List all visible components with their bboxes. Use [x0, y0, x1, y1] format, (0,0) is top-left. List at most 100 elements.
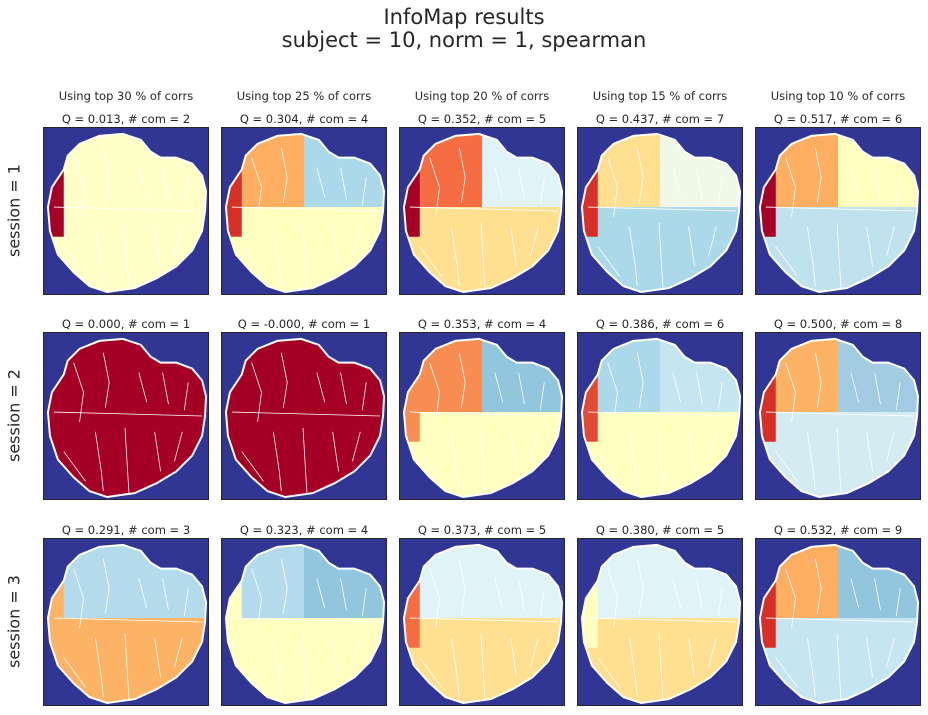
parcel-boundary — [587, 206, 737, 212]
parcel-boundary — [717, 588, 723, 617]
community-region — [47, 578, 64, 648]
parcel-boundary — [587, 617, 737, 623]
parcel-boundary — [174, 431, 183, 462]
parcel-boundary — [597, 451, 620, 482]
parcel-boundary — [530, 431, 539, 462]
community-regions — [403, 133, 563, 293]
community-region — [304, 412, 385, 498]
parcel-boundary — [866, 431, 873, 472]
brain-map-panel — [43, 332, 209, 500]
parcel-boundary — [332, 226, 339, 267]
figure-title-line1: InfoMap results — [383, 5, 545, 29]
parcel-boundary — [480, 427, 486, 494]
parcel-boundary — [272, 637, 282, 698]
panel-title: Q = 0.517, # com = 6 — [773, 112, 903, 126]
parcel-boundary — [102, 352, 110, 409]
brain-map-panel — [399, 538, 565, 706]
parcel-boundary — [361, 177, 367, 206]
brain-outline — [580, 132, 742, 294]
brain-map-svg — [758, 543, 920, 705]
panel-title: Q = 0.380, # com = 5 — [595, 523, 725, 537]
parcel-boundary — [340, 372, 347, 405]
brain-outline — [402, 132, 564, 294]
parcel-boundary — [450, 637, 460, 698]
parcel-boundary — [814, 558, 822, 615]
community-regions — [759, 338, 919, 498]
brain-map-svg — [758, 132, 920, 294]
parcel-boundary — [73, 568, 84, 628]
parcel-boundary — [785, 568, 796, 628]
figure-title-line2: subject = 10, norm = 1, spearman — [281, 28, 647, 52]
panel-title: Q = 0.323, # com = 4 — [239, 523, 369, 537]
parcel-boundary — [658, 427, 664, 494]
brain-map-panel — [221, 538, 387, 706]
parcel-boundary — [419, 246, 442, 277]
parcel-boundary — [785, 157, 796, 217]
parcel-boundary — [429, 157, 440, 217]
parcel-boundary — [628, 431, 638, 492]
parcel-boundary — [886, 431, 895, 462]
parcel-boundary — [429, 362, 440, 422]
parcel-boundary — [174, 226, 183, 257]
parcel-boundary — [607, 362, 618, 422]
parcel-boundary — [316, 167, 326, 198]
brain-outline — [758, 132, 920, 294]
parcel-boundary — [272, 226, 282, 287]
parcel-boundary — [241, 657, 264, 688]
parcel-boundary — [316, 372, 326, 403]
parcel-boundary — [510, 226, 517, 267]
parcel-boundary — [765, 411, 915, 417]
parcel-boundary — [419, 657, 442, 688]
parcel-boundary — [688, 226, 695, 267]
community-regions — [581, 338, 741, 498]
community-region — [225, 167, 242, 237]
community-region — [759, 578, 776, 648]
parcel-boundary — [241, 451, 264, 482]
parcel-boundary — [539, 177, 545, 206]
parcel-boundary — [597, 657, 620, 688]
parcel-boundary — [231, 206, 381, 212]
panel-title: Q = 0.013, # com = 2 — [61, 112, 191, 126]
parcel-boundary — [73, 157, 84, 217]
parcel-boundary — [708, 637, 717, 668]
parcel-boundary — [340, 167, 347, 200]
brain-map-svg — [224, 337, 386, 499]
parcel-boundary — [458, 147, 466, 204]
column-header: Using top 15 % of corrs — [592, 89, 728, 103]
panel-title: Q = 0.437, # com = 7 — [595, 112, 725, 126]
parcel-boundary — [494, 167, 504, 198]
brain-map-panel — [221, 127, 387, 295]
parcel-boundary — [866, 637, 873, 678]
parcel-boundary — [280, 147, 288, 204]
panel-title: Q = 0.386, # com = 6 — [595, 317, 725, 331]
parcel-boundary — [361, 382, 367, 411]
parcel-boundary — [874, 578, 881, 611]
parcel-boundary — [332, 637, 339, 678]
parcel-boundary — [775, 246, 798, 277]
parcel-boundary — [183, 382, 189, 411]
parcel-boundary — [775, 451, 798, 482]
brain-map-panel — [221, 332, 387, 500]
parcel-boundary — [162, 372, 169, 405]
panel-title: Q = 0.304, # com = 4 — [239, 112, 369, 126]
parcel-boundary — [409, 206, 559, 212]
parcel-boundary — [636, 352, 644, 409]
column-header: Using top 25 % of corrs — [236, 89, 372, 103]
parcel-boundary — [814, 147, 822, 204]
parcel-boundary — [94, 431, 104, 492]
parcel-boundary — [162, 578, 169, 611]
parcel-boundary — [672, 167, 682, 198]
parcel-boundary — [450, 226, 460, 287]
parcel-boundary — [895, 382, 901, 411]
parcel-boundary — [658, 633, 664, 700]
community-region — [581, 578, 598, 648]
brain-outline — [46, 337, 208, 499]
parcel-boundary — [138, 372, 148, 403]
parcel-boundary — [174, 637, 183, 668]
parcel-boundary — [231, 617, 381, 623]
parcel-boundary — [530, 637, 539, 668]
parcel-boundary — [806, 226, 816, 287]
parcel-boundary — [272, 431, 282, 492]
parcel-boundary — [696, 167, 703, 200]
brain-map-svg — [224, 132, 386, 294]
